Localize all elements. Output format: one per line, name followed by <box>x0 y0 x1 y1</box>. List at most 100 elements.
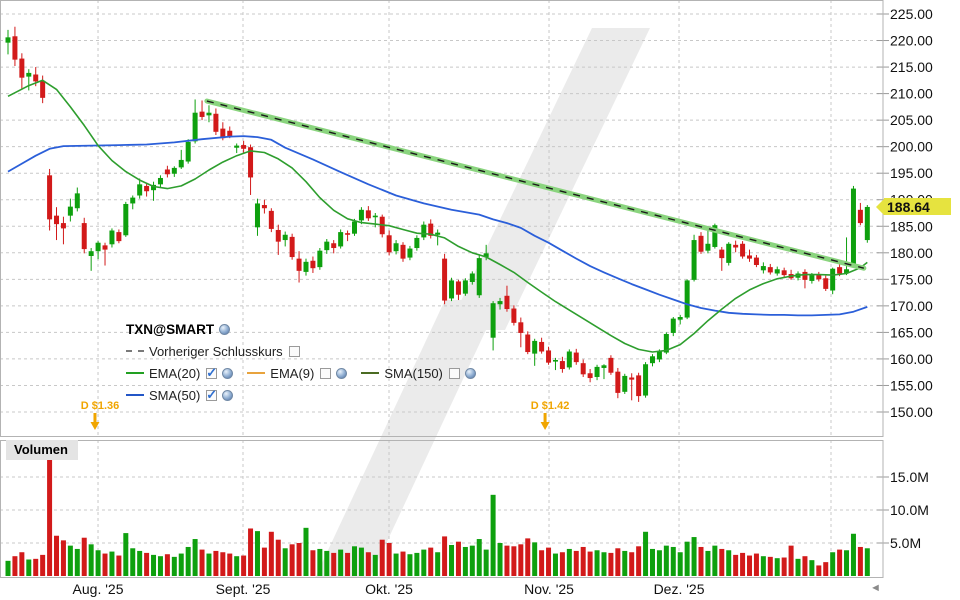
volume-bar <box>5 560 11 576</box>
candle-body <box>850 188 856 266</box>
volume-bar <box>587 551 593 576</box>
candle-body <box>566 351 572 368</box>
prev-close-checkbox[interactable] <box>288 345 300 357</box>
candle-body <box>19 58 25 78</box>
globe-icon[interactable] <box>222 389 234 401</box>
volume-bar <box>719 548 725 576</box>
candle-body <box>698 235 704 252</box>
volume-bar <box>497 543 503 576</box>
candle-body <box>629 377 635 380</box>
ema9-checkbox[interactable] <box>320 367 332 379</box>
volume-bar <box>199 549 205 576</box>
candle-body <box>400 244 406 259</box>
volume-bar <box>109 551 115 576</box>
volume-bar <box>220 552 226 576</box>
volume-bar <box>580 546 586 576</box>
candle-body <box>830 268 836 291</box>
symbol-title: TXN@SMART <box>126 321 215 337</box>
candle-body <box>428 223 434 236</box>
globe-icon[interactable] <box>222 367 234 379</box>
candle-body <box>532 340 538 354</box>
volume-bar <box>185 546 191 576</box>
globe-icon[interactable] <box>336 367 348 379</box>
volume-bar <box>310 550 316 576</box>
ema9-line-sample <box>247 372 266 374</box>
volume-bar <box>726 550 732 576</box>
volume-bar <box>435 552 441 576</box>
volume-bar <box>192 539 198 576</box>
candle-body <box>137 184 143 196</box>
volume-bar <box>428 547 434 576</box>
scroll-to-latest-arrow-icon[interactable]: ◄ <box>870 582 881 594</box>
candle-body <box>54 215 60 225</box>
candle-body <box>601 365 607 368</box>
trendline-annotation[interactable] <box>204 98 867 271</box>
candle-body <box>296 258 302 271</box>
candle-body <box>33 74 39 82</box>
volume-bar <box>760 556 766 576</box>
candle-body <box>372 215 378 218</box>
volume-bar <box>414 552 420 576</box>
volume-bar <box>850 533 856 576</box>
candle-body <box>823 278 829 289</box>
legend-item-ema20: EMA(20) <box>126 365 234 381</box>
candle-body <box>636 375 642 397</box>
candle-body <box>317 250 323 268</box>
volume-bar <box>40 554 46 576</box>
candle-body <box>573 352 579 363</box>
volume-bar <box>483 549 489 576</box>
sma150-line-sample <box>361 372 380 374</box>
volume-bar <box>282 548 288 576</box>
volume-bar <box>636 546 642 576</box>
globe-icon[interactable] <box>219 323 231 335</box>
candle-body <box>421 224 427 238</box>
volume-bar <box>462 546 468 576</box>
volume-bar <box>608 552 614 576</box>
candle-body <box>164 169 170 175</box>
volume-bar <box>303 527 309 576</box>
volume-bar <box>81 537 87 576</box>
candle-body <box>40 80 46 98</box>
svg-text:215.00: 215.00 <box>890 59 933 75</box>
volume-bar <box>151 554 157 576</box>
candle-body <box>95 242 101 252</box>
legend-symbol-row: TXN@SMART <box>126 318 490 340</box>
candle-body <box>116 232 122 242</box>
volume-bar <box>157 556 163 576</box>
volume-bar <box>178 553 184 576</box>
volume-bar <box>816 565 822 576</box>
candle-body <box>726 243 732 263</box>
candle-body <box>254 203 260 228</box>
volume-bar <box>546 547 552 576</box>
volume-bar <box>857 546 863 576</box>
volume-bar <box>164 554 170 576</box>
svg-text:Okt. '25: Okt. '25 <box>365 581 413 597</box>
candle-body <box>469 273 475 282</box>
volume-bar <box>234 556 240 576</box>
globe-icon[interactable] <box>464 367 476 379</box>
volume-bar <box>830 552 836 576</box>
volume-bar <box>490 494 496 576</box>
svg-text:10.0M: 10.0M <box>890 502 929 518</box>
sma150-checkbox[interactable] <box>448 367 460 379</box>
volume-bar <box>622 550 628 576</box>
candle-body <box>753 257 759 266</box>
candle-body <box>435 232 441 235</box>
volume-bar <box>504 545 510 576</box>
candle-body <box>151 184 157 191</box>
volume-bar <box>275 539 281 576</box>
volume-bar <box>691 537 697 576</box>
volume-bar <box>615 548 621 576</box>
ema20-checkbox[interactable] <box>206 365 218 381</box>
candle-body <box>358 209 364 221</box>
candle-body <box>227 130 233 137</box>
candle-body <box>268 210 274 229</box>
sma50-checkbox[interactable] <box>206 387 218 403</box>
ema20-line <box>7 79 868 353</box>
volume-bar <box>594 550 600 576</box>
candle-body <box>171 167 177 174</box>
legend-item-sma150: SMA(150) <box>361 366 476 381</box>
volume-bar <box>684 541 690 576</box>
prev-close-label: Vorheriger Schlusskurs <box>149 343 283 359</box>
